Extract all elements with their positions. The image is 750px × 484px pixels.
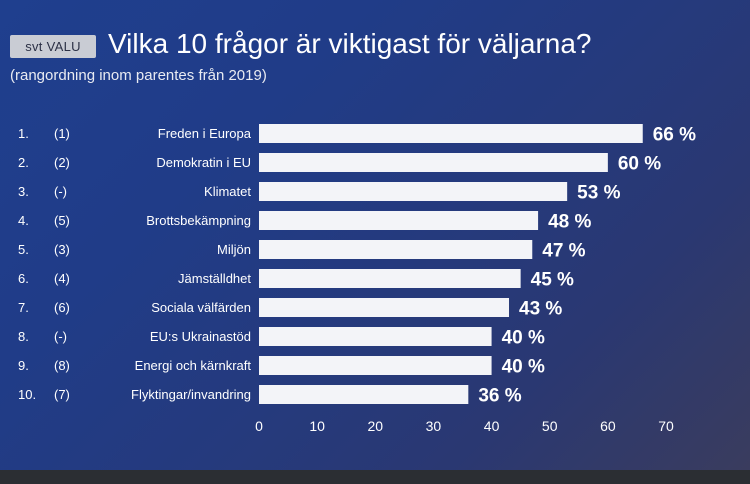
bar: [259, 327, 492, 346]
previous-rank-label: (5): [54, 213, 70, 228]
x-tick-label: 60: [600, 418, 616, 434]
x-tick-label: 20: [367, 418, 383, 434]
value-label: 36 %: [478, 386, 521, 407]
previous-rank-label: (7): [54, 387, 70, 402]
category-label: Miljön: [217, 242, 251, 257]
x-tick-label: 10: [309, 418, 325, 434]
rank-label: 2.: [18, 155, 29, 170]
value-label: 40 %: [502, 357, 545, 378]
category-label: Brottsbekämpning: [146, 213, 251, 228]
bar: [259, 124, 643, 143]
rank-label: 6.: [18, 271, 29, 286]
previous-rank-label: (2): [54, 155, 70, 170]
x-tick-label: 40: [484, 418, 500, 434]
value-label: 48 %: [548, 212, 591, 233]
previous-rank-label: (3): [54, 242, 70, 257]
bar: [259, 385, 469, 404]
logo-text: svt VALU: [25, 39, 81, 54]
rank-label: 1.: [18, 126, 29, 141]
bar: [259, 298, 510, 317]
x-tick-label: 30: [426, 418, 442, 434]
rank-label: 5.: [18, 242, 29, 257]
previous-rank-label: (1): [54, 126, 70, 141]
bar: [259, 356, 492, 375]
rank-label: 3.: [18, 184, 29, 199]
x-tick-label: 0: [255, 418, 263, 434]
rank-label: 8.: [18, 329, 29, 344]
previous-rank-label: (-): [54, 184, 67, 199]
previous-rank-label: (8): [54, 358, 70, 373]
chart-title: Vilka 10 frågor är viktigast för väljarn…: [108, 28, 592, 59]
chart-subtitle: (rangordning inom parentes från 2019): [10, 67, 267, 84]
bar: [259, 153, 608, 172]
svt-valu-logo: svt VALU: [10, 35, 96, 58]
value-label: 40 %: [502, 328, 545, 349]
bar: [259, 182, 568, 201]
previous-rank-label: (-): [54, 329, 67, 344]
bar: [259, 240, 533, 259]
screen-bezel: [0, 470, 750, 484]
rank-label: 10.: [18, 387, 36, 402]
bar: [259, 211, 539, 230]
x-tick-label: 50: [542, 418, 558, 434]
rank-label: 4.: [18, 213, 29, 228]
x-tick-label: 70: [658, 418, 674, 434]
value-label: 43 %: [519, 299, 562, 320]
category-label: EU:s Ukrainastöd: [150, 329, 251, 344]
category-label: Flyktingar/invandring: [131, 387, 251, 402]
category-label: Sociala välfärden: [151, 300, 251, 315]
value-label: 47 %: [542, 241, 585, 262]
category-label: Freden i Europa: [158, 126, 252, 141]
value-label: 60 %: [618, 154, 661, 175]
value-label: 53 %: [577, 183, 620, 204]
bar: [259, 269, 521, 288]
category-label: Energi och kärnkraft: [135, 358, 252, 373]
bar-chart: 1. (1) Freden i Europa 66 % 2. (2) Demokratin …: [18, 124, 696, 434]
category-label: Jämställdhet: [178, 271, 251, 286]
category-label: Klimatet: [204, 184, 251, 199]
previous-rank-label: (4): [54, 271, 70, 286]
value-label: 66 %: [653, 125, 696, 146]
value-label: 45 %: [531, 270, 574, 291]
previous-rank-label: (6): [54, 300, 70, 315]
category-label: Demokratin i EU: [156, 155, 251, 170]
rank-label: 9.: [18, 358, 29, 373]
rank-label: 7.: [18, 300, 29, 315]
